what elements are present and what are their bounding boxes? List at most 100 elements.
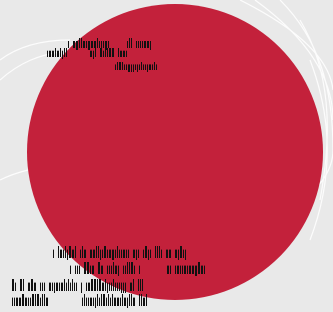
- glyph-stroke: [143, 250, 144, 258]
- glyph-stroke: [140, 279, 141, 291]
- glyph-stroke: [99, 41, 100, 48]
- glyph-stroke: [103, 51, 104, 57]
- glyph-stroke: [98, 262, 100, 274]
- glyph-stroke: [64, 48, 65, 57]
- glyph-stroke: [183, 250, 184, 258]
- glyph-stroke: [142, 41, 143, 48]
- glyph-stroke: [87, 262, 89, 274]
- glyph-stroke: [44, 294, 45, 306]
- glyph-stroke: [93, 250, 95, 258]
- glyph-stroke: [35, 294, 36, 306]
- glyph-stroke: [105, 279, 106, 291]
- glyph-stroke: [90, 250, 92, 258]
- glyph-stroke: [178, 250, 179, 260]
- glyph-stroke: [108, 41, 109, 48]
- glyph-stroke: [109, 250, 111, 258]
- glyph-stroke: [143, 298, 145, 306]
- glyph-stroke: [107, 48, 108, 57]
- glyph-stroke: [120, 298, 121, 306]
- glyph-stroke: [109, 266, 110, 274]
- glyph-stroke: [180, 266, 181, 274]
- glyph-stroke: [143, 64, 144, 70]
- glyph-stroke: [86, 283, 87, 291]
- glyph-stroke: [111, 266, 112, 274]
- glyph-stroke: [28, 298, 29, 306]
- glyph-stroke: [201, 266, 203, 274]
- glyph-stroke: [128, 64, 130, 72]
- glyph-stroke: [94, 279, 96, 291]
- glyph-stroke: [28, 283, 30, 291]
- glyph-stroke: [91, 279, 93, 291]
- glyph-stroke: [122, 294, 123, 306]
- glyph-stroke: [52, 283, 53, 291]
- glyph-stroke: [120, 51, 122, 57]
- glyph-stroke: [75, 266, 76, 274]
- glyph-stroke: [110, 298, 111, 306]
- glyph-stroke: [88, 298, 89, 306]
- glyph-stroke: [65, 246, 66, 258]
- glyph-stroke: [129, 262, 130, 274]
- glyph-stroke: [83, 41, 85, 48]
- glyph-stroke: [30, 298, 31, 306]
- glyph-stroke: [99, 298, 100, 306]
- glyph-stroke: [19, 298, 21, 306]
- glyph-stroke: [133, 64, 134, 72]
- glyph-stroke: [113, 279, 114, 291]
- glyph-stroke: [42, 294, 43, 306]
- glyph-stroke: [97, 279, 98, 291]
- glyph-stroke: [64, 279, 65, 291]
- glyph-stroke: [149, 64, 151, 70]
- glyph-stroke: [150, 41, 151, 50]
- glyph-stroke: [107, 250, 108, 258]
- glyph-stroke: [182, 266, 183, 274]
- glyph-stroke: [124, 298, 126, 306]
- glyph-stroke: [138, 279, 139, 291]
- glyph-stroke: [34, 283, 36, 291]
- glyph-stroke: [67, 250, 68, 260]
- glyph-stroke: [81, 283, 82, 293]
- glyph-stroke: [107, 283, 108, 293]
- glyph-stroke: [136, 250, 137, 260]
- glyph-stroke: [124, 64, 125, 70]
- glyph-stroke: [68, 279, 69, 291]
- glyph-stroke: [107, 266, 108, 274]
- glyph-stroke: [92, 266, 94, 274]
- glyph-stroke: [138, 250, 139, 258]
- glyph-stroke: [139, 266, 140, 274]
- glyph-stroke: [76, 283, 77, 291]
- glyph-stroke: [14, 298, 15, 306]
- glyph-stroke: [37, 294, 39, 306]
- glyph-stroke: [198, 262, 200, 274]
- glyph-stroke: [117, 298, 119, 306]
- glyph-stroke: [150, 250, 151, 258]
- glyph-stroke: [121, 250, 122, 258]
- glyph-stroke: [22, 294, 24, 306]
- glyph-stroke: [42, 283, 43, 291]
- glyph-stroke: [189, 266, 191, 274]
- glyph-stroke: [134, 266, 135, 274]
- glyph-stroke: [122, 62, 123, 70]
- glyph-stroke: [204, 266, 205, 274]
- glyph-stroke: [139, 64, 140, 70]
- glyph-stroke: [44, 283, 45, 291]
- glyph-stroke: [156, 64, 157, 70]
- glyph-stroke: [145, 64, 146, 70]
- glyph-stroke: [123, 51, 125, 57]
- poster: [0, 0, 333, 312]
- glyph-stroke: [79, 38, 80, 48]
- glyph-stroke: [20, 279, 22, 291]
- glyph-stroke: [159, 246, 160, 258]
- glyph-stroke: [119, 283, 120, 291]
- glyph-stroke: [84, 294, 85, 306]
- glyph-stroke: [112, 48, 114, 57]
- glyph-stroke: [31, 279, 33, 291]
- glyph-stroke: [121, 283, 122, 293]
- glyph-stroke: [167, 266, 169, 274]
- glyph-stroke: [123, 250, 125, 258]
- glyph-stroke: [125, 266, 126, 274]
- glyph-stroke: [127, 262, 128, 274]
- glyph-stroke: [101, 294, 102, 306]
- glyph-stroke: [86, 298, 87, 306]
- glyph-stroke: [144, 41, 146, 48]
- glyph-stroke: [118, 48, 119, 57]
